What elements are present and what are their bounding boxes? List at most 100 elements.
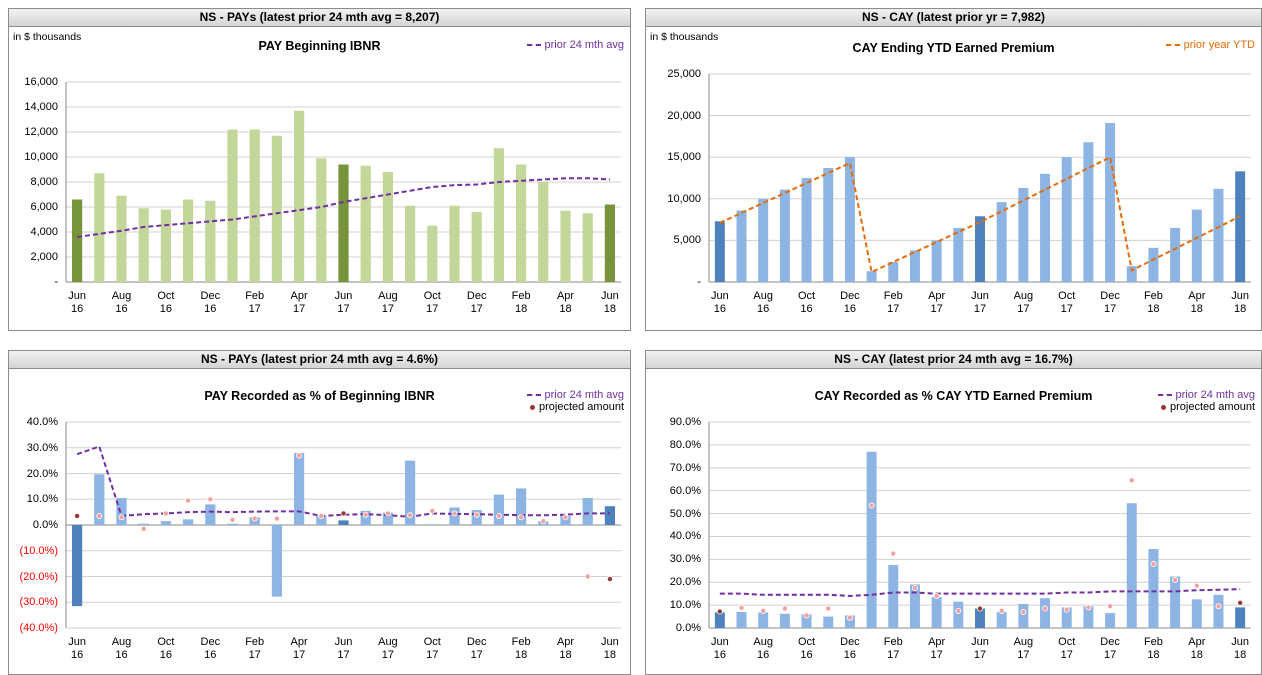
- projected-dot: [251, 515, 258, 522]
- x-tick-label: Feb 17: [245, 290, 265, 315]
- legend-swatch: [530, 404, 535, 410]
- bar: [909, 250, 920, 282]
- bar: [1083, 606, 1094, 628]
- bar: [493, 148, 505, 282]
- legend-item: prior 24 mth avg: [526, 39, 624, 51]
- chart-title: CAY Recorded as % CAY YTD Earned Premium: [814, 389, 1093, 403]
- bar: [714, 221, 725, 282]
- chart-title: PAY Beginning IBNR: [258, 39, 381, 53]
- avg-line: [719, 155, 1241, 274]
- x-tick-label: Apr 17: [928, 290, 946, 315]
- avg-line: [76, 445, 610, 518]
- bar: [758, 198, 769, 282]
- y-tick-label: 10.0%: [26, 493, 58, 506]
- y-tick-label: 10,000: [667, 192, 701, 205]
- y-tick-label: 4,000: [30, 226, 58, 238]
- bar: [560, 210, 571, 282]
- y-tick-label: 0.0%: [675, 622, 701, 634]
- x-tick-label: Jun 17: [971, 290, 989, 315]
- x-tick-label: Apr 17: [290, 290, 308, 315]
- bar: [338, 520, 349, 525]
- y-tick-label: (20.0%): [19, 570, 58, 583]
- unit-note: in $ thousands: [13, 31, 82, 43]
- chart-panel: NS - CAY (latest prior 24 mth avg = 16.7…: [645, 350, 1262, 675]
- x-tick-label: Feb 17: [883, 290, 903, 315]
- x-tick-label: Apr 18: [1188, 290, 1206, 315]
- projected-dot: [140, 525, 147, 532]
- bar: [338, 164, 349, 282]
- chart-title: PAY Recorded as % of Beginning IBNR: [204, 389, 435, 403]
- bar: [1148, 549, 1159, 628]
- bar: [515, 488, 527, 525]
- legend-text: prior 24 mth avg: [1175, 389, 1255, 401]
- x-tick-label: Dec 16: [200, 636, 221, 661]
- bar: [316, 158, 327, 282]
- y-tick-label: 14,000: [24, 101, 58, 113]
- legend-text: prior 24 mth avg: [544, 389, 624, 401]
- bar: [1191, 599, 1202, 628]
- projected-dot: [976, 605, 983, 612]
- bar: [1061, 607, 1072, 628]
- x-tick-label: Jun 16: [68, 636, 86, 661]
- bar: [138, 208, 149, 282]
- legend-item: prior year YTD: [1165, 39, 1255, 51]
- y-tick-label: 20.0%: [669, 576, 701, 589]
- legend-text: prior year YTD: [1183, 39, 1255, 51]
- bar: [736, 210, 747, 282]
- x-tick-label: Apr 17: [290, 636, 308, 661]
- x-tick-label: Aug 17: [378, 636, 398, 661]
- x-tick-label: Feb 17: [245, 636, 265, 661]
- bar: [227, 523, 238, 525]
- bar: [1126, 503, 1137, 628]
- bar: [71, 525, 83, 607]
- bar: [271, 135, 283, 282]
- y-tick-label: 30.0%: [669, 553, 701, 566]
- bar: [560, 515, 571, 525]
- bar: [779, 613, 790, 628]
- projected-dot: [1215, 603, 1222, 610]
- legend-swatch: [1165, 44, 1180, 47]
- x-tick-label: Aug 16: [111, 290, 132, 315]
- bar: [71, 199, 83, 282]
- x-tick-label: Jun 17: [334, 290, 353, 315]
- y-tick-label: 30.0%: [26, 441, 58, 454]
- bar: [975, 216, 985, 282]
- projected-dot: [955, 607, 962, 614]
- projected-dot: [562, 514, 569, 521]
- bar: [823, 616, 834, 628]
- bar: [909, 584, 920, 628]
- projected-dot: [473, 511, 480, 518]
- y-tick-label: 80.0%: [669, 438, 701, 451]
- bar: [1170, 227, 1181, 282]
- x-tick-label: Dec 17: [1100, 636, 1120, 661]
- bar: [801, 614, 812, 628]
- x-tick-label: Jun 16: [710, 636, 729, 661]
- chart: [708, 73, 1251, 283]
- projected-dot: [998, 607, 1005, 614]
- y-tick-label: 70.0%: [669, 461, 701, 474]
- x-tick-label: Oct 17: [423, 636, 441, 661]
- panel-header: NS - CAY (latest prior 24 mth avg = 16.7…: [646, 351, 1261, 369]
- panel-header: NS - PAYs (latest prior 24 mth avg = 8,2…: [9, 9, 630, 27]
- bar: [382, 512, 394, 525]
- bar: [1018, 187, 1029, 282]
- projected-dot: [118, 514, 125, 521]
- projected-dot: [1107, 603, 1114, 610]
- x-tick-label: Apr 18: [1188, 636, 1206, 661]
- x-tick-label: Jun 17: [334, 636, 353, 661]
- projected-dot: [540, 518, 547, 525]
- chart-panel: NS - CAY (latest prior yr = 7,982) in $ t…: [645, 8, 1262, 331]
- chart: [65, 421, 621, 629]
- legend-item: prior 24 mth avg: [1157, 389, 1255, 401]
- bar: [582, 497, 593, 525]
- x-tick-label: Apr 17: [928, 636, 946, 661]
- projected-dot: [96, 512, 103, 519]
- x-tick-label: Feb 18: [511, 290, 531, 315]
- projected-dot: [1237, 599, 1244, 606]
- x-tick-label: Aug 16: [111, 636, 132, 661]
- bar: [160, 209, 172, 282]
- bar: [931, 597, 942, 628]
- x-tick-label: Dec 17: [1100, 290, 1120, 315]
- bar: [116, 195, 127, 282]
- projected-dot: [318, 512, 325, 519]
